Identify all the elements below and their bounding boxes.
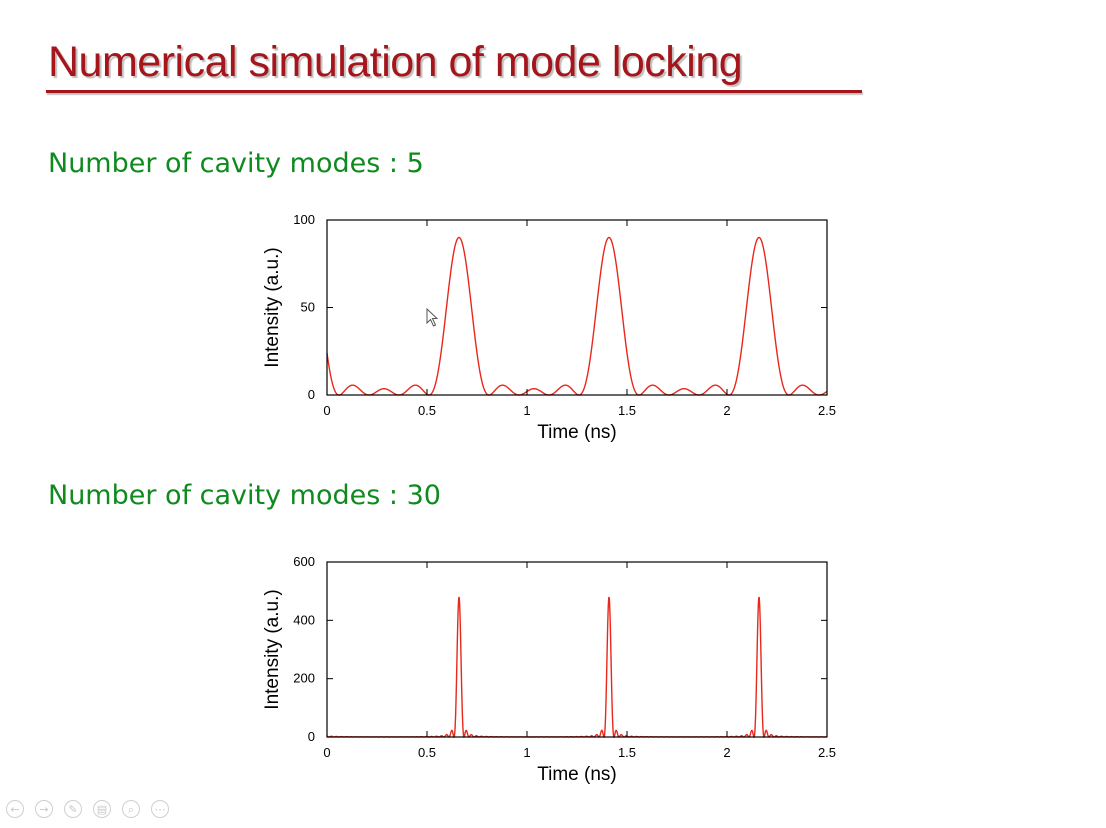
mouse-cursor-icon <box>426 308 439 327</box>
x-tick-label: 0 <box>323 745 330 760</box>
x-tick-label: 0 <box>323 403 330 418</box>
series-line <box>326 236 828 396</box>
y-axis-label: Intensity (a.u.) <box>262 247 283 367</box>
pen-icon[interactable]: ✎ <box>64 800 82 818</box>
title-underline <box>46 90 862 93</box>
y-tick-label: 400 <box>293 612 315 627</box>
x-tick-label: 2 <box>723 403 730 418</box>
plot-frame <box>326 561 828 738</box>
x-tick-label: 1.5 <box>618 403 636 418</box>
more-icon[interactable]: ⋯ <box>151 800 169 818</box>
slides-icon[interactable]: ▤ <box>93 800 111 818</box>
x-tick-label: 2.5 <box>818 745 836 760</box>
slide-title: Numerical simulation of mode locking <box>48 38 743 86</box>
x-axis-label: Time (ns) <box>537 764 617 785</box>
chart-30-modes: 0 0.5 1 1.5 2 2.5 0 200 400 600 Time (ns) Intensity… <box>262 554 836 785</box>
y-tick-label: 0 <box>308 729 315 744</box>
y-tick-label: 50 <box>301 300 315 315</box>
x-tick-label: 2.5 <box>818 403 836 418</box>
x-tick-label: 0.5 <box>418 403 436 418</box>
x-tick-label: 1.5 <box>618 745 636 760</box>
y-axis-label: Intensity (a.u.) <box>262 589 283 709</box>
heading-5-modes: Number of cavity modes : 5 <box>48 148 424 179</box>
plot-frame <box>326 219 828 396</box>
x-tick-label: 1 <box>523 745 530 760</box>
next-icon[interactable]: → <box>35 800 53 818</box>
x-tick-label: 1 <box>523 403 530 418</box>
x-tick-label: 2 <box>723 745 730 760</box>
x-tick-label: 0.5 <box>418 745 436 760</box>
y-tick-label: 100 <box>293 212 315 227</box>
chart-5-modes: 0 0.5 1 1.5 2 2.5 0 50 100 Time (ns) Intensity (a.… <box>262 212 836 443</box>
x-axis-label: Time (ns) <box>537 422 617 443</box>
zoom-icon[interactable]: ⌕ <box>122 800 140 818</box>
slideshow-controls: ← → ✎ ▤ ⌕ ⋯ <box>6 800 169 818</box>
series-line <box>326 596 828 739</box>
prev-icon[interactable]: ← <box>6 800 24 818</box>
y-tick-label: 600 <box>293 554 315 569</box>
heading-30-modes: Number of cavity modes : 30 <box>48 480 441 511</box>
y-tick-label: 0 <box>308 387 315 402</box>
y-tick-label: 200 <box>293 671 315 686</box>
